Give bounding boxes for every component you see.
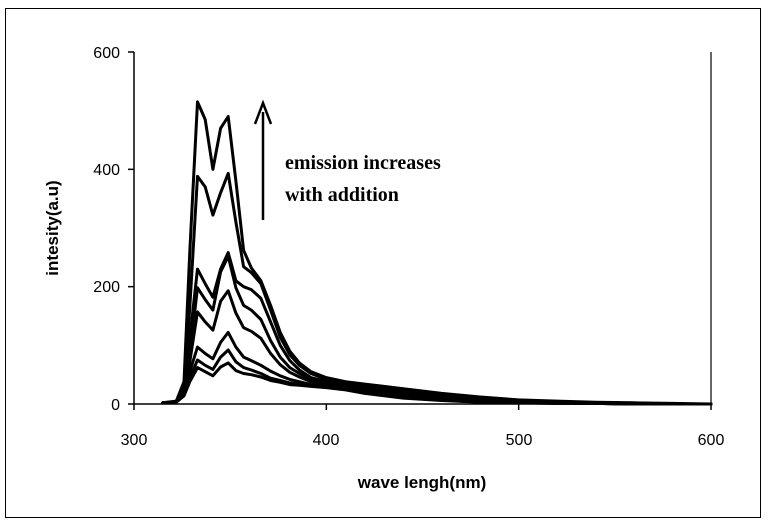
axis-ticks <box>128 51 712 410</box>
x-axis-title: wave lengh(nm) <box>357 473 486 492</box>
series-line-5 <box>161 254 713 406</box>
x-tick-label-500: 500 <box>506 432 533 449</box>
x-tick-label-300: 300 <box>121 432 148 449</box>
annotation-arrow <box>253 99 273 220</box>
y-tick-label-0: 0 <box>111 397 120 414</box>
y-axis-title: intesity(a.u) <box>43 180 62 275</box>
y-tick-label-200: 200 <box>93 279 120 296</box>
x-tick-label-400: 400 <box>313 432 340 449</box>
chart-frame <box>5 8 761 518</box>
x-tick-label-600: 600 <box>698 432 725 449</box>
annotation-line-2: with addition <box>285 184 399 206</box>
series-line-8 <box>161 100 713 406</box>
annotation-line-1: emission increases <box>285 152 441 174</box>
y-tick-label-400: 400 <box>93 162 120 179</box>
series-group <box>161 100 713 406</box>
y-tick-label-600: 600 <box>93 45 120 62</box>
